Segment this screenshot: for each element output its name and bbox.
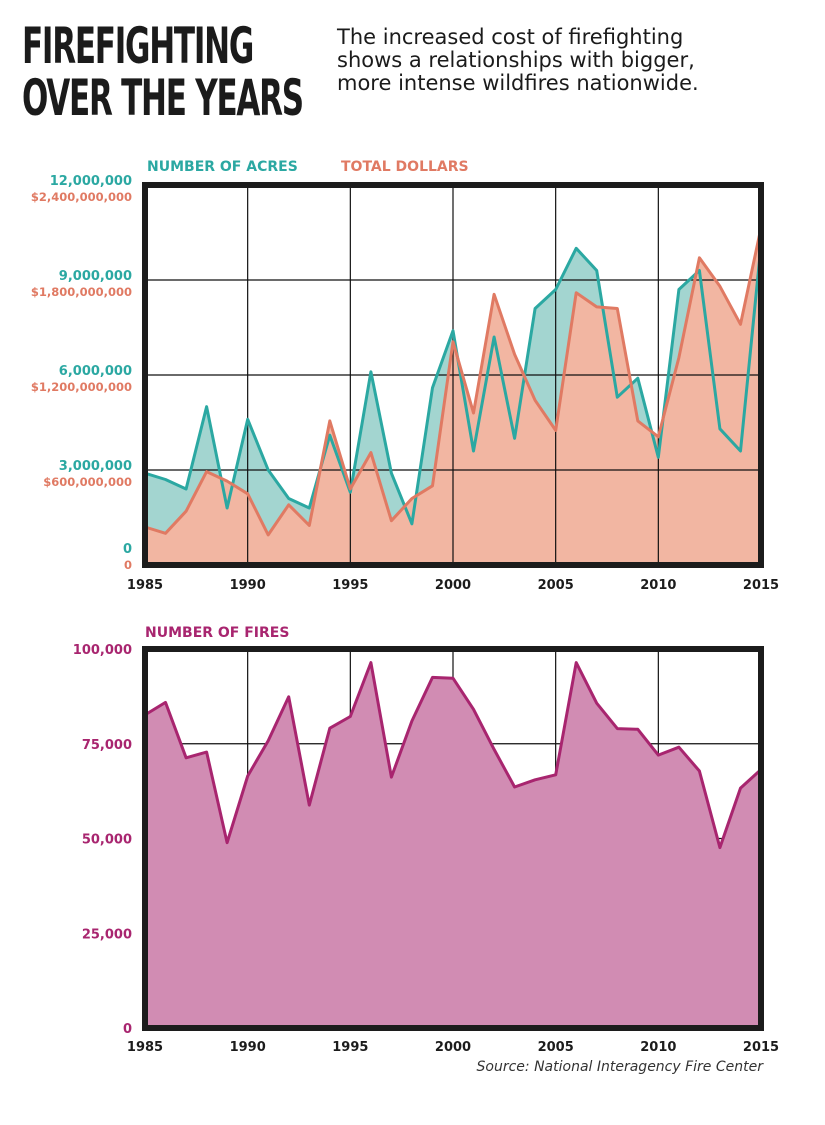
title-line-1: FIREFIGHTING <box>22 17 254 75</box>
y-tick-dollars: $1,800,000,000 <box>31 285 132 299</box>
fires-chart: NUMBER OF FIRES 0 25,000 50,000 75,000 100,00… <box>73 625 779 1055</box>
x-tick-chart1: 1990 <box>230 578 266 593</box>
fires-series-line <box>144 661 763 850</box>
chart1-frame <box>142 182 764 568</box>
x-tick-chart1: 2000 <box>435 578 471 593</box>
y-tick-fires: 0 <box>123 1022 132 1037</box>
x-tick-chart1: 2005 <box>538 578 574 593</box>
legend-dollars: TOTAL DOLLARS <box>341 159 469 175</box>
y-tick-acres: 6,000,000 <box>59 364 132 379</box>
x-tick-chart2: 1990 <box>230 1040 266 1055</box>
x-tick-chart2: 2000 <box>435 1040 471 1055</box>
x-tick-chart1: 1985 <box>127 578 163 593</box>
y-tick-acres: 12,000,000 <box>50 174 132 189</box>
y-tick-fires: 100,000 <box>73 643 132 658</box>
x-tick-chart2: 1985 <box>127 1040 163 1055</box>
y-tick-fires: 75,000 <box>82 738 132 753</box>
x-tick-chart2: 2015 <box>743 1040 779 1055</box>
dollars-series-line <box>144 227 763 537</box>
y-tick-acres: 0 <box>123 542 132 557</box>
fires-area <box>145 662 761 1028</box>
x-tick-chart2: 2005 <box>538 1040 574 1055</box>
y-tick-dollars: $600,000,000 <box>43 475 132 489</box>
x-tick-chart2: 2010 <box>640 1040 676 1055</box>
y-tick-fires: 25,000 <box>82 927 132 942</box>
x-tick-chart1: 1995 <box>332 578 368 593</box>
x-tick-chart1: 2010 <box>640 578 676 593</box>
y-tick-dollars: $2,400,000,000 <box>31 190 132 204</box>
chart2-frame <box>142 646 764 1031</box>
y-tick-acres: 3,000,000 <box>59 459 132 474</box>
page-subtitle: The increased cost of firefighting shows… <box>337 25 699 96</box>
page-title: FIREFIGHTING OVER THE YEARS <box>22 17 304 127</box>
acres-dollars-chart: NUMBER OF ACRES TOTAL DOLLARS003,000,000$… <box>31 159 779 593</box>
legend-acres: NUMBER OF ACRES <box>147 159 298 175</box>
x-tick-chart1: 2015 <box>743 578 779 593</box>
acres-series-line <box>144 245 763 526</box>
y-tick-fires: 50,000 <box>82 833 132 848</box>
y-tick-acres: 9,000,000 <box>59 269 132 284</box>
legend-fires: NUMBER OF FIRES <box>145 625 289 641</box>
x-tick-chart2: 1995 <box>332 1040 368 1055</box>
y-tick-dollars: 0 <box>124 558 132 572</box>
title-line-2: OVER THE YEARS <box>22 69 304 127</box>
y-tick-dollars: $1,200,000,000 <box>31 380 132 394</box>
source-note: Source: National Interagency Fire Center <box>476 1059 763 1075</box>
